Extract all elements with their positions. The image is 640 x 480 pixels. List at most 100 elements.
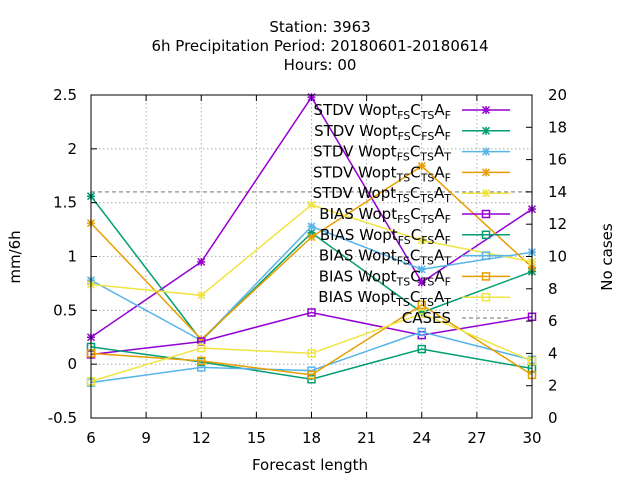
legend-label-subscript: F — [445, 275, 451, 288]
y-tick-label: 1.5 — [53, 194, 77, 212]
legend-label-subscript: TS — [420, 213, 435, 226]
legend-label-part: A — [434, 267, 445, 285]
y2-tick-label: 4 — [548, 344, 558, 362]
legend-item-cases: CASES — [402, 309, 510, 327]
data-point — [307, 374, 316, 384]
legend-sample-marker — [481, 147, 491, 156]
x-tick-label: 21 — [357, 429, 376, 447]
legend-label-subscript: TS — [419, 151, 434, 164]
data-point — [417, 344, 426, 354]
x-axis-label: Forecast length — [252, 456, 368, 474]
y2-tick-label: 0 — [548, 409, 558, 427]
legend-label-part: C — [410, 288, 420, 306]
legend-label-subscript: TS — [420, 171, 435, 184]
title-line-1: Station: 3963 — [269, 18, 370, 36]
legend-label: CASES — [402, 309, 451, 327]
legend-label-subscript: TS — [396, 275, 411, 288]
legend-sample-marker — [481, 126, 491, 135]
data-point — [417, 162, 426, 171]
y2-tick-label: 20 — [548, 86, 567, 104]
x-tick-label: 18 — [302, 429, 321, 447]
series-line — [90, 331, 533, 384]
legend-sample-marker — [481, 251, 491, 260]
legend-label-part: BIAS Wopt — [319, 247, 397, 265]
chart-title: Station: 3963 6h Precipitation Period: 2… — [151, 18, 488, 74]
legend-item: BIAS WoptFSCTSAT — [319, 247, 510, 268]
legend-sample-marker — [481, 292, 491, 302]
series-10 — [86, 309, 537, 386]
legend-label-subscript: FS — [398, 234, 411, 247]
data-point — [197, 343, 206, 353]
legend-label-subscript: FS — [397, 151, 410, 164]
x-tick-label: 30 — [522, 429, 541, 447]
legend-label-part: C — [411, 122, 421, 140]
legend-item: STDV WoptTSCTSAT — [313, 184, 510, 205]
legend-label-part: BIAS Wopt — [319, 267, 397, 285]
legend-label: BIAS WoptFSCTSAF — [319, 205, 451, 226]
legend-label-part: STDV Wopt — [313, 184, 397, 202]
legend-item: BIAS WoptTSCTSAF — [319, 267, 510, 288]
y2-tick-label: 12 — [548, 215, 567, 233]
legend-label-part: C — [410, 143, 420, 161]
grid — [91, 95, 532, 418]
x-tick-label: 12 — [192, 429, 211, 447]
legend-label-subscript: TS — [395, 192, 410, 205]
legend-sample-marker — [481, 230, 491, 240]
data-point — [417, 236, 426, 245]
legend-label-subscript: TS — [420, 109, 435, 122]
y2-tick-label: 6 — [548, 312, 558, 330]
legend-label-part: C — [411, 226, 421, 244]
legend-item: BIAS WoptFSCFSAF — [320, 226, 510, 247]
legend-label-part: A — [434, 122, 445, 140]
legend-label-subscript: TS — [395, 296, 410, 309]
legend-item: BIAS WoptFSCTSAF — [319, 205, 510, 226]
legend-label-subscript: T — [443, 255, 451, 268]
data-point — [417, 327, 426, 337]
data-point — [307, 200, 316, 209]
legend-label-part: A — [434, 143, 445, 161]
legend-label-part: A — [434, 288, 445, 306]
legend-label-part: STDV Wopt — [314, 122, 398, 140]
data-point — [417, 278, 426, 287]
y2-tick-label: 10 — [548, 248, 567, 266]
legend-label-subscript: F — [445, 130, 451, 143]
legend-label-subscript: TS — [419, 255, 434, 268]
legend-label-part: A — [434, 184, 445, 202]
y2-axis-label: No cases — [598, 223, 616, 291]
legend-label: BIAS WoptTSCTSAF — [319, 267, 451, 288]
legend-label-subscript: F — [445, 171, 451, 184]
x-tick-label: 15 — [247, 429, 266, 447]
legend-item: STDV WoptFSCTSAT — [313, 143, 510, 164]
legend-sample-marker — [481, 168, 491, 177]
legend-label: BIAS WoptTSCTSAT — [318, 288, 451, 309]
legend-label-part: BIAS Wopt — [319, 205, 397, 223]
legend-label: STDV WoptTSCTSAF — [313, 163, 451, 184]
title-line-2: 6h Precipitation Period: 20180601-201806… — [151, 37, 488, 55]
legend-label-subscript: FS — [397, 109, 410, 122]
data-point — [197, 257, 206, 266]
legend-label-part: STDV Wopt — [313, 143, 397, 161]
legend-label: STDV WoptFSCTSAF — [314, 101, 451, 122]
legend-label-subscript: T — [443, 296, 451, 309]
legend-label-part: C — [410, 184, 420, 202]
y-tick-label: 0 — [67, 355, 77, 373]
legend-item: STDV WoptTSCTSAF — [313, 163, 510, 184]
series-line — [90, 95, 533, 338]
legend-label-subscript: T — [443, 192, 451, 205]
legend-label-subscript: T — [443, 151, 451, 164]
legend-label: STDV WoptFSCFSAF — [314, 122, 451, 143]
x-tick-label: 9 — [141, 429, 151, 447]
legend-sample-marker — [481, 189, 491, 198]
legend-label-part: C — [410, 163, 420, 181]
y-tick-label: 2 — [67, 140, 77, 158]
legend-label-part: C — [410, 101, 420, 119]
legend-label: BIAS WoptFSCTSAT — [319, 247, 451, 268]
legend-label-part: C — [410, 205, 420, 223]
y2-tick-label: 14 — [548, 183, 567, 201]
y-tick-label: -0.5 — [48, 409, 77, 427]
legend-sample-marker — [481, 105, 491, 115]
legend-sample-marker — [481, 209, 491, 219]
data-point — [307, 222, 316, 231]
legend-label-part: A — [434, 247, 445, 265]
